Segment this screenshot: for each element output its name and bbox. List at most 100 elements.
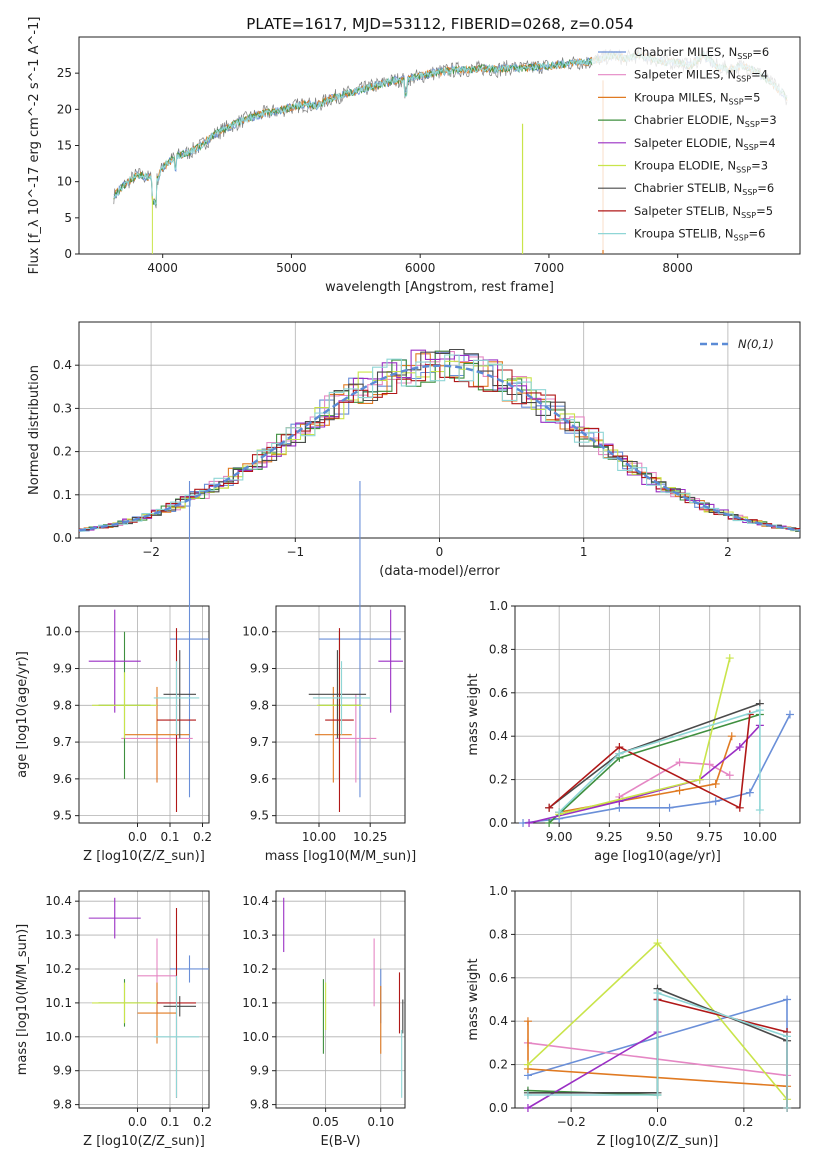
mass_vs_Z-xtick-label-2: 0.2	[193, 1115, 212, 1129]
weight_vs_age-marker-5-1	[695, 775, 704, 784]
spectrum-ytick-label-2: 10	[57, 175, 72, 189]
spectrum-xlabel: wavelength [Angstrom, rest frame]	[325, 280, 554, 295]
mass_vs_ebv-ytick-label-5: 10.3	[242, 928, 269, 942]
weight_vs_age-series-8	[558, 709, 761, 813]
spectrum-legend-label-1: Salpeter MILES, NSSP=4	[634, 68, 768, 84]
residuals-hist-8	[79, 354, 800, 532]
weight_vs_Z-marker-0-1	[783, 995, 792, 1004]
spectrum-legend-label-5: Kroupa ELODIE, NSSP=3	[634, 159, 768, 175]
age_vs_Z-ytick-label-2: 9.7	[53, 735, 72, 749]
spectrum-legend-label-0: Chabrier MILES, NSSP=6	[634, 45, 769, 61]
spectrum-legend-label-7: Salpeter STELIB, NSSP=5	[634, 204, 773, 220]
mass_vs_Z-frame	[78, 890, 210, 1109]
mass_vs_Z-ytick-label-4: 10.2	[45, 962, 72, 976]
residuals-ytick-label-0: 0.0	[53, 531, 72, 545]
age_vs_Z-ylabel: age [log10(age/yr)]	[15, 651, 30, 778]
weight_vs_Z-series-7	[657, 998, 788, 1108]
weight_vs_Z-marker-2-0	[523, 1017, 532, 1026]
residuals-xlabel: (data-model)/error	[379, 564, 500, 579]
residuals-xtick-label-2: 0	[436, 545, 444, 559]
spectrum-legend-label-6: Chabrier STELIB, NSSP=6	[634, 181, 774, 197]
age_vs_Z-xlabel: Z [log10(Z/Z_sun)]	[83, 849, 205, 864]
age_vs_Z-frame	[78, 605, 210, 824]
weight_vs_age-ytick-label-1: 0.2	[489, 773, 508, 787]
age_vs_mass-ytick-label-0: 9.5	[250, 809, 269, 823]
weight_vs_Z-frame	[514, 890, 801, 1109]
weight_vs_Z-ytick-label-0: 0.0	[489, 1101, 508, 1115]
age_vs_Z-xtick-label-0: 0.0	[128, 830, 147, 844]
weight_vs_Z-marker-5-1	[653, 939, 662, 948]
mass_vs_ebv-ytick-label-3: 10.1	[242, 996, 269, 1010]
weight_vs_age-marker-0-3	[665, 803, 674, 812]
spectrum-ytick-label-5: 25	[57, 66, 72, 80]
weight_vs_age-ytick-label-2: 0.4	[489, 729, 508, 743]
weight_vs_age-marker-1-1	[675, 758, 684, 767]
mass_vs_Z-xtick-label-0: 0.0	[128, 1115, 147, 1129]
weight_vs_age-marker-1-2	[705, 760, 714, 769]
age_vs_mass-ytick-label-3: 9.8	[250, 698, 269, 712]
spectrum-legend-label-3: Chabrier ELODIE, NSSP=3	[634, 113, 777, 129]
weight_vs_age-marker-8-0	[555, 808, 564, 817]
mass_vs_Z-ytick-label-3: 10.1	[45, 996, 72, 1010]
weight_vs_age-ytick-label-3: 0.6	[489, 686, 508, 700]
age_vs_mass-ytick-label-5: 10.0	[242, 625, 269, 639]
mass_vs_ebv-xtick-label-0: 0.05	[312, 1115, 339, 1129]
weight_vs_age-ytick-label-4: 0.8	[489, 642, 508, 656]
spectrum-title: PLATE=1617, MJD=53112, FIBERID=0268, z=0…	[246, 15, 633, 33]
residuals-legend-label: N(0,1)	[738, 337, 774, 351]
weight_vs_age-marker-8-1	[615, 749, 624, 758]
weight_vs_Z-xlabel: Z [log10(Z/Z_sun)]	[597, 1134, 719, 1149]
spectrum-legend-label-2: Kroupa MILES, NSSP=5	[634, 90, 760, 106]
mass_vs_ebv-ytick-label-4: 10.2	[242, 962, 269, 976]
weight_vs_age-xtick-label-3: 9.75	[696, 830, 723, 844]
mass_vs_Z-ytick-label-1: 9.9	[53, 1064, 72, 1078]
age_vs_Z-ytick-label-3: 9.8	[53, 698, 72, 712]
age_vs_mass-ytick-label-1: 9.6	[250, 772, 269, 786]
age_vs_mass-xtick-label-0: 10.00	[302, 830, 336, 844]
residuals-ytick-label-3: 0.3	[53, 401, 72, 415]
weight_vs_age-xtick-label-0: 9.00	[546, 830, 573, 844]
weight_vs_age-xtick-label-1: 9.25	[596, 830, 623, 844]
weight_vs_Z-marker-8-3	[783, 1032, 792, 1041]
age_vs_mass-frame	[275, 605, 406, 824]
weight_vs_age-marker-1-3	[725, 771, 734, 780]
spectrum-xtick-label-2: 6000	[405, 261, 436, 275]
residuals-xtick-label-0: −2	[142, 545, 160, 559]
spectrum-xtick-label-1: 5000	[276, 261, 307, 275]
mass_vs_ebv-frame	[275, 890, 406, 1109]
spectrum-legend-label-4: Salpeter ELODIE, NSSP=4	[634, 136, 776, 152]
age_vs_Z-xtick-label-2: 0.2	[193, 830, 212, 844]
weight_vs_age-series-0	[522, 714, 791, 824]
weight_vs_Z-xtick-label-1: 0.0	[648, 1115, 667, 1129]
weight_vs_Z-xtick-label-0: −0.2	[557, 1115, 586, 1129]
weight_vs_Z-marker-5-0	[523, 1060, 532, 1069]
mass_vs_Z-ytick-label-0: 9.8	[53, 1098, 72, 1112]
mass_vs_Z-ylabel: mass [log10(M/M_sun)]	[15, 924, 30, 1076]
mass_vs_Z-xlabel: Z [log10(Z/Z_sun)]	[83, 1134, 205, 1149]
spectrum-legend-box	[592, 42, 788, 250]
weight_vs_age-marker-3-0	[545, 819, 554, 827]
weight_vs_age-marker-2-2	[675, 786, 684, 795]
residuals-xtick-label-3: 1	[580, 545, 588, 559]
mass_vs_Z-ytick-label-5: 10.3	[45, 928, 72, 942]
age_vs_Z-ytick-label-0: 9.5	[53, 809, 72, 823]
weight_vs_Z-ytick-label-4: 0.8	[489, 927, 508, 941]
weight_vs_age-marker-2-4	[727, 732, 736, 741]
residuals-xtick-label-1: −1	[286, 545, 304, 559]
residuals-ytick-label-2: 0.2	[53, 445, 72, 459]
spectrum-xtick-label-0: 4000	[147, 261, 178, 275]
age_vs_mass-ytick-label-2: 9.7	[250, 735, 269, 749]
weight_vs_age-ylabel: mass weight	[466, 673, 481, 755]
mass_vs_ebv-ytick-label-1: 9.9	[250, 1064, 269, 1078]
residuals-ytick-label-4: 0.4	[53, 358, 72, 372]
weight_vs_Z-ytick-label-2: 0.4	[489, 1014, 508, 1028]
mass_vs_Z-xtick-label-1: 0.1	[160, 1115, 179, 1129]
weight_vs_age-marker-0-4	[711, 797, 720, 806]
age_vs_mass-ytick-label-4: 9.9	[250, 662, 269, 676]
weight_vs_age-marker-4-0	[525, 819, 534, 827]
weight_vs_age-marker-5-2	[725, 654, 734, 663]
weight_vs_Z-marker-8-1	[653, 1090, 662, 1099]
age_vs_Z-xtick-label-1: 0.1	[160, 830, 179, 844]
mass_vs_ebv-ytick-label-2: 10.0	[242, 1030, 269, 1044]
spectrum-ylabel: Flux [f_λ 10^-17 erg cm^-2 s^-1 A^-1]	[27, 17, 42, 275]
